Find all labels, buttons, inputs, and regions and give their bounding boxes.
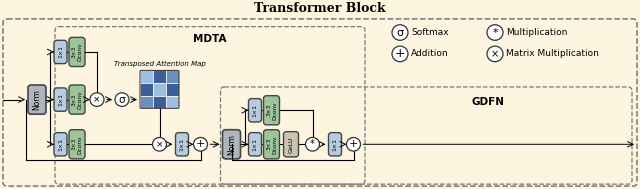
- Text: +: +: [395, 47, 405, 60]
- Text: Matrix Multiplication: Matrix Multiplication: [506, 49, 599, 58]
- Text: Softmax: Softmax: [411, 28, 449, 37]
- Text: MDTA: MDTA: [193, 34, 227, 44]
- Text: 3×3
Dconv: 3×3 Dconv: [72, 43, 83, 61]
- Bar: [166, 70, 179, 83]
- Text: Norm: Norm: [227, 134, 236, 155]
- Text: Multiplication: Multiplication: [506, 28, 568, 37]
- FancyBboxPatch shape: [69, 85, 85, 114]
- Text: 1×1: 1×1: [58, 45, 63, 58]
- Circle shape: [487, 46, 503, 62]
- FancyBboxPatch shape: [328, 133, 342, 156]
- Circle shape: [392, 46, 408, 62]
- FancyBboxPatch shape: [264, 130, 280, 159]
- Text: 1×1: 1×1: [253, 138, 257, 151]
- Text: 3×3
Dconv: 3×3 Dconv: [266, 135, 277, 153]
- Bar: [140, 96, 153, 108]
- FancyBboxPatch shape: [248, 133, 262, 156]
- FancyBboxPatch shape: [54, 40, 67, 64]
- FancyBboxPatch shape: [264, 96, 280, 125]
- Text: 1×1: 1×1: [253, 104, 257, 117]
- Bar: [140, 70, 153, 83]
- Bar: [153, 96, 166, 108]
- Circle shape: [305, 137, 319, 151]
- Text: GeLU: GeLU: [289, 136, 294, 153]
- Circle shape: [392, 25, 408, 40]
- Bar: [140, 83, 153, 96]
- Text: ×: ×: [156, 140, 163, 149]
- Circle shape: [152, 137, 166, 151]
- Bar: [153, 70, 166, 83]
- Text: 3×3
Dconv: 3×3 Dconv: [72, 90, 83, 109]
- Text: Transformer Block: Transformer Block: [254, 2, 386, 15]
- FancyBboxPatch shape: [28, 85, 46, 114]
- Text: ×: ×: [93, 95, 100, 104]
- FancyBboxPatch shape: [284, 132, 298, 157]
- Circle shape: [193, 137, 207, 151]
- Text: 1×1: 1×1: [58, 93, 63, 106]
- Text: σ: σ: [118, 94, 125, 105]
- Bar: [153, 83, 166, 96]
- Circle shape: [346, 137, 360, 151]
- Text: ×: ×: [491, 49, 499, 59]
- Text: 3×3
Dconv: 3×3 Dconv: [72, 135, 83, 153]
- FancyBboxPatch shape: [54, 88, 67, 111]
- Text: +: +: [196, 139, 205, 149]
- Bar: [166, 83, 179, 96]
- Circle shape: [115, 93, 129, 106]
- Text: *: *: [492, 28, 498, 37]
- Circle shape: [487, 25, 503, 40]
- Bar: [166, 96, 179, 108]
- FancyBboxPatch shape: [54, 133, 67, 156]
- Text: Addition: Addition: [411, 49, 449, 58]
- FancyBboxPatch shape: [69, 130, 85, 159]
- FancyBboxPatch shape: [175, 133, 189, 156]
- FancyBboxPatch shape: [248, 99, 262, 122]
- Text: Norm: Norm: [33, 89, 42, 110]
- Text: GDFN: GDFN: [472, 97, 504, 107]
- Text: σ: σ: [397, 28, 403, 37]
- FancyBboxPatch shape: [223, 130, 241, 159]
- Text: Transposed Attention Map: Transposed Attention Map: [113, 60, 205, 67]
- Text: 1×1: 1×1: [179, 138, 184, 151]
- Text: 1×1: 1×1: [333, 138, 337, 151]
- Circle shape: [90, 93, 104, 106]
- Text: +: +: [349, 139, 358, 149]
- Text: 1×1: 1×1: [58, 138, 63, 151]
- Text: 3×3
Dconv: 3×3 Dconv: [266, 101, 277, 119]
- FancyBboxPatch shape: [69, 37, 85, 67]
- Text: *: *: [310, 139, 315, 149]
